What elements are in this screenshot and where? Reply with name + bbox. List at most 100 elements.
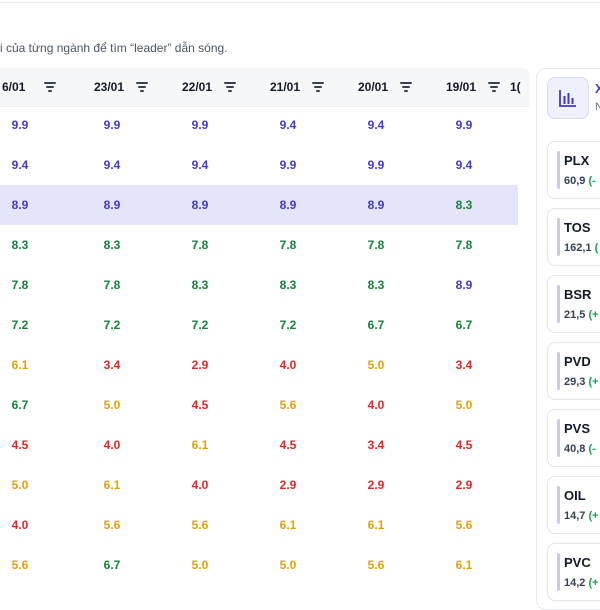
table-row[interactable]: 6.1 3.4 2.9 4.0 5.0 3.4 bbox=[0, 345, 518, 385]
stock-change: (- bbox=[588, 443, 596, 455]
column-header-label: 23/01 bbox=[94, 80, 125, 94]
stock-symbol: PLX bbox=[564, 153, 590, 168]
score-cell: 5.6 bbox=[455, 518, 473, 532]
card-accent-bar bbox=[557, 285, 560, 323]
stock-card[interactable]: BSR 21,5 (+ bbox=[547, 275, 600, 333]
stock-card[interactable]: PVD 29,3 (+ bbox=[547, 342, 600, 400]
stock-symbol: PVC bbox=[564, 555, 591, 570]
score-cell: 9.4 bbox=[367, 118, 385, 132]
score-cell: 7.8 bbox=[191, 238, 209, 252]
table-header: 6/01 23/01 22/01 21/01 20/01 19/01 1( bbox=[0, 68, 530, 107]
score-cell: 9.9 bbox=[11, 118, 29, 132]
column-header: 1( bbox=[510, 68, 521, 106]
stock-card[interactable]: PVC 14,2 (+ bbox=[547, 543, 600, 601]
score-cell: 5.0 bbox=[103, 398, 121, 412]
table-row[interactable]: 7.2 7.2 7.2 7.2 6.7 6.7 bbox=[0, 305, 518, 345]
score-cell: 5.6 bbox=[367, 558, 385, 572]
table-row[interactable]: 4.5 4.0 6.1 4.5 3.4 4.5 bbox=[0, 425, 518, 465]
score-cell: 6.7 bbox=[367, 318, 385, 332]
score-cell: 3.4 bbox=[367, 438, 385, 452]
score-cell: 6.1 bbox=[11, 358, 29, 372]
score-cell: 3.4 bbox=[103, 358, 121, 372]
card-accent-bar bbox=[557, 419, 560, 457]
card-accent-bar bbox=[557, 218, 560, 256]
score-cell: 5.0 bbox=[11, 478, 29, 492]
column-header: 21/01 bbox=[270, 68, 300, 106]
stock-symbol: OIL bbox=[564, 488, 586, 503]
score-cell: 6.7 bbox=[455, 318, 473, 332]
stock-symbol: BSR bbox=[564, 287, 592, 302]
score-cell: 4.0 bbox=[103, 438, 121, 452]
table-row[interactable]: 8.9 8.9 8.9 8.9 8.9 8.3 bbox=[0, 185, 518, 225]
card-accent-bar bbox=[557, 553, 560, 591]
table-row[interactable]: 4.0 5.6 5.6 6.1 6.1 5.6 bbox=[0, 505, 518, 545]
score-cell: 6.1 bbox=[191, 438, 209, 452]
score-cell: 8.3 bbox=[191, 278, 209, 292]
filter-icon[interactable] bbox=[44, 82, 56, 92]
score-cell: 7.8 bbox=[279, 238, 297, 252]
score-cell: 7.2 bbox=[11, 318, 29, 332]
stock-price: 29,3 (+ bbox=[564, 376, 599, 388]
chart-toggle-button[interactable] bbox=[547, 77, 589, 119]
table-row[interactable]: 7.8 7.8 8.3 8.3 8.3 8.9 bbox=[0, 265, 518, 305]
score-cell: 5.0 bbox=[279, 558, 297, 572]
score-cell: 9.4 bbox=[455, 158, 473, 172]
score-cell: 7.2 bbox=[103, 318, 121, 332]
score-cell: 9.4 bbox=[279, 118, 297, 132]
score-cell: 4.5 bbox=[455, 438, 473, 452]
score-cell: 7.8 bbox=[455, 238, 473, 252]
score-cell: 6.1 bbox=[367, 518, 385, 532]
score-cell: 7.8 bbox=[103, 278, 121, 292]
score-cell: 7.2 bbox=[279, 318, 297, 332]
score-cell: 3.4 bbox=[455, 358, 473, 372]
score-cell: 7.2 bbox=[191, 318, 209, 332]
score-cell: 4.0 bbox=[11, 518, 29, 532]
scores-table: 6/01 23/01 22/01 21/01 20/01 19/01 1( 9.9 9.9 9.… bbox=[0, 68, 530, 600]
score-cell: 5.6 bbox=[11, 558, 29, 572]
filter-icon[interactable] bbox=[400, 82, 412, 92]
stock-price: 60,9 (- bbox=[564, 175, 596, 187]
top-divider bbox=[0, 0, 600, 3]
card-accent-bar bbox=[557, 486, 560, 524]
score-cell: 4.5 bbox=[191, 398, 209, 412]
column-header: 19/01 bbox=[446, 68, 476, 106]
stock-symbol: PVS bbox=[564, 421, 591, 436]
score-cell: 9.9 bbox=[455, 118, 473, 132]
table-row[interactable]: 6.7 5.0 4.5 5.6 4.0 5.0 bbox=[0, 385, 518, 425]
filter-icon[interactable] bbox=[224, 82, 236, 92]
score-cell: 8.3 bbox=[455, 198, 473, 212]
table-row[interactable]: 9.9 9.9 9.9 9.4 9.4 9.9 bbox=[0, 105, 518, 145]
table-row[interactable]: 5.0 6.1 4.0 2.9 2.9 2.9 bbox=[0, 465, 518, 505]
stock-change: (+ bbox=[588, 376, 599, 388]
card-accent-bar bbox=[557, 352, 560, 390]
stock-price: 14,2 (+ bbox=[564, 577, 599, 589]
score-cell: 7.8 bbox=[367, 238, 385, 252]
table-row[interactable]: 9.4 9.4 9.4 9.9 9.9 9.4 bbox=[0, 145, 518, 185]
side-panel-title: X bbox=[595, 81, 600, 96]
filter-icon[interactable] bbox=[488, 82, 500, 92]
score-cell: 9.4 bbox=[11, 158, 29, 172]
score-cell: 6.7 bbox=[11, 398, 29, 412]
page-description: i của từng ngành để tìm “leader” dẫn són… bbox=[0, 41, 228, 55]
column-header-label: 21/01 bbox=[270, 80, 301, 94]
filter-icon[interactable] bbox=[136, 82, 148, 92]
score-cell: 6.1 bbox=[279, 518, 297, 532]
stock-card[interactable]: PLX 60,9 (- bbox=[547, 141, 600, 199]
stock-price: 40,8 (- bbox=[564, 443, 596, 455]
score-cell: 8.3 bbox=[367, 278, 385, 292]
table-row[interactable]: 8.3 8.3 7.8 7.8 7.8 7.8 bbox=[0, 225, 518, 265]
column-header: 20/01 bbox=[358, 68, 388, 106]
stock-card[interactable]: TOS 162,1 ( bbox=[547, 208, 600, 266]
bar-chart-icon bbox=[559, 90, 576, 107]
filter-icon[interactable] bbox=[312, 82, 324, 92]
stock-card[interactable]: PVS 40,8 (- bbox=[547, 409, 600, 467]
table-row[interactable]: 5.6 6.7 5.0 5.0 5.6 6.1 bbox=[0, 545, 518, 585]
stock-card[interactable]: OIL 14,7 (+ bbox=[547, 476, 600, 534]
score-cell: 9.9 bbox=[191, 118, 209, 132]
column-header-label: 6/01 bbox=[2, 80, 26, 94]
stock-change: ( bbox=[594, 242, 599, 254]
stock-price: 14,7 (+ bbox=[564, 510, 599, 522]
score-cell: 8.3 bbox=[11, 238, 29, 252]
stock-price-value: 14,2 bbox=[564, 577, 586, 589]
column-header-label: 20/01 bbox=[358, 80, 389, 94]
